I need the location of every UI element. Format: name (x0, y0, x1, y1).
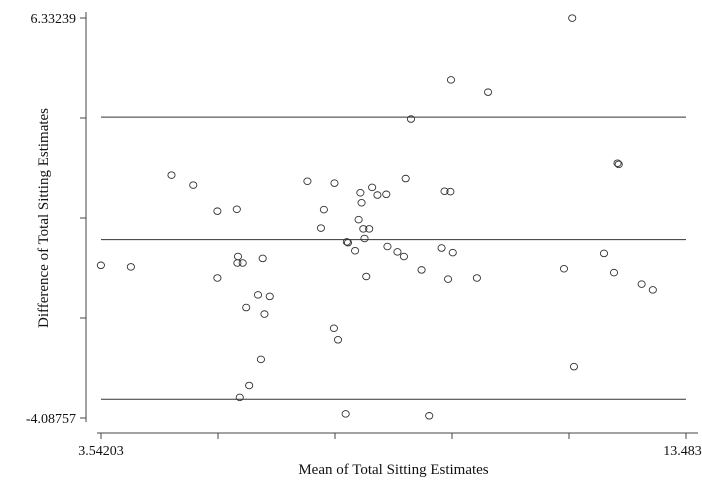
data-point (213, 274, 222, 282)
data-point (613, 159, 622, 167)
data-point (319, 205, 328, 214)
data-point (437, 244, 446, 252)
data-point (233, 252, 243, 261)
data-point (333, 336, 343, 344)
x-tick-label: 13.4839 (663, 444, 702, 459)
data-point (609, 268, 619, 277)
data-point (238, 259, 247, 267)
data-point (341, 410, 350, 418)
x-axis-title: Mean of Total Sitting Estimates (298, 462, 488, 478)
data-point (167, 171, 176, 179)
data-point (357, 198, 366, 207)
data-point (448, 248, 457, 257)
data-point (213, 207, 222, 215)
data-point (356, 189, 365, 197)
y-axis-title: Difference of Total Sitting Estimates (36, 108, 52, 328)
data-point (354, 215, 363, 224)
data-point (382, 190, 391, 199)
data-point (443, 275, 453, 283)
data-point (126, 263, 135, 271)
data-point (569, 362, 579, 371)
data-point (406, 115, 416, 123)
data-point (265, 292, 274, 301)
data-point (362, 272, 371, 281)
data-point (393, 248, 402, 256)
data-point (368, 183, 377, 192)
data-point (383, 242, 392, 251)
data-point (242, 303, 251, 312)
data-point (559, 265, 569, 273)
data-point (235, 393, 244, 402)
data-point (446, 187, 455, 196)
data-point (329, 324, 338, 333)
x-axis-ticks: 3.54203 13.4839 (78, 433, 702, 459)
data-point (614, 160, 623, 169)
reference-lines (101, 116, 686, 400)
data-point (648, 286, 657, 294)
data-point (568, 14, 577, 22)
data-point (373, 191, 382, 199)
data-point (401, 174, 410, 183)
data-point (260, 310, 269, 318)
x-tick-label: 3.54203 (78, 444, 124, 459)
y-axis-ticks: -4.08757 6.33239 (26, 12, 86, 427)
data-point (365, 225, 374, 233)
data-point (245, 381, 254, 390)
data-point (232, 205, 241, 214)
data-point (446, 76, 456, 84)
y-tick-label: 6.33239 (31, 12, 77, 27)
data-point (316, 224, 325, 232)
data-point (359, 225, 368, 233)
data-point (351, 246, 360, 255)
data-point (399, 252, 408, 261)
data-point (343, 238, 353, 247)
data-point (472, 274, 481, 282)
data-point (256, 355, 265, 364)
data-point (303, 177, 312, 185)
data-point (440, 187, 449, 195)
data-point (599, 249, 609, 258)
data-point (189, 181, 198, 189)
data-points (96, 14, 657, 420)
data-point (330, 179, 339, 187)
y-tick-label: -4.08757 (26, 412, 76, 427)
data-point (253, 291, 263, 299)
data-point (417, 266, 426, 274)
data-point (258, 254, 267, 263)
data-point (637, 280, 646, 288)
data-point (484, 88, 493, 96)
data-point (96, 261, 105, 270)
data-point (342, 238, 351, 246)
data-point (360, 234, 369, 243)
data-point (425, 412, 434, 420)
